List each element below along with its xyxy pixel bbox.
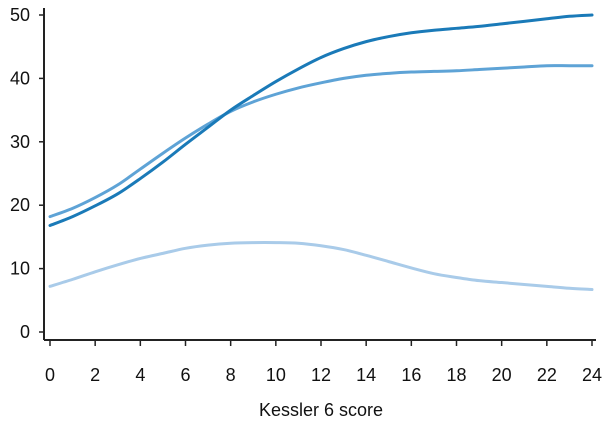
series-line-1 [48,13,594,227]
series-layer [48,13,594,292]
y-tick-label: 40 [10,68,30,88]
x-tick-label: 24 [582,365,602,385]
x-tick-label: 12 [311,365,331,385]
y-tick-label: 0 [20,322,30,342]
x-axis-title: Kessler 6 score [259,400,383,420]
y-tick-label: 10 [10,259,30,279]
x-tick-label: 22 [537,365,557,385]
y-tick-label: 20 [10,195,30,215]
series-line-2 [48,64,594,219]
x-tick-label: 0 [45,365,55,385]
x-tick-label: 18 [446,365,466,385]
y-tick-label: 30 [10,132,30,152]
x-tick-label: 20 [492,365,512,385]
x-tick-label: 10 [266,365,286,385]
x-tick-label: 4 [135,365,145,385]
x-tick-label: 8 [226,365,236,385]
x-tick-label: 6 [180,365,190,385]
x-tick-label: 14 [356,365,376,385]
series-line-3 [48,241,594,292]
x-tick-label: 2 [90,365,100,385]
x-tick-label: 16 [401,365,421,385]
axis-layer [39,8,596,346]
y-tick-label: 50 [10,5,30,25]
